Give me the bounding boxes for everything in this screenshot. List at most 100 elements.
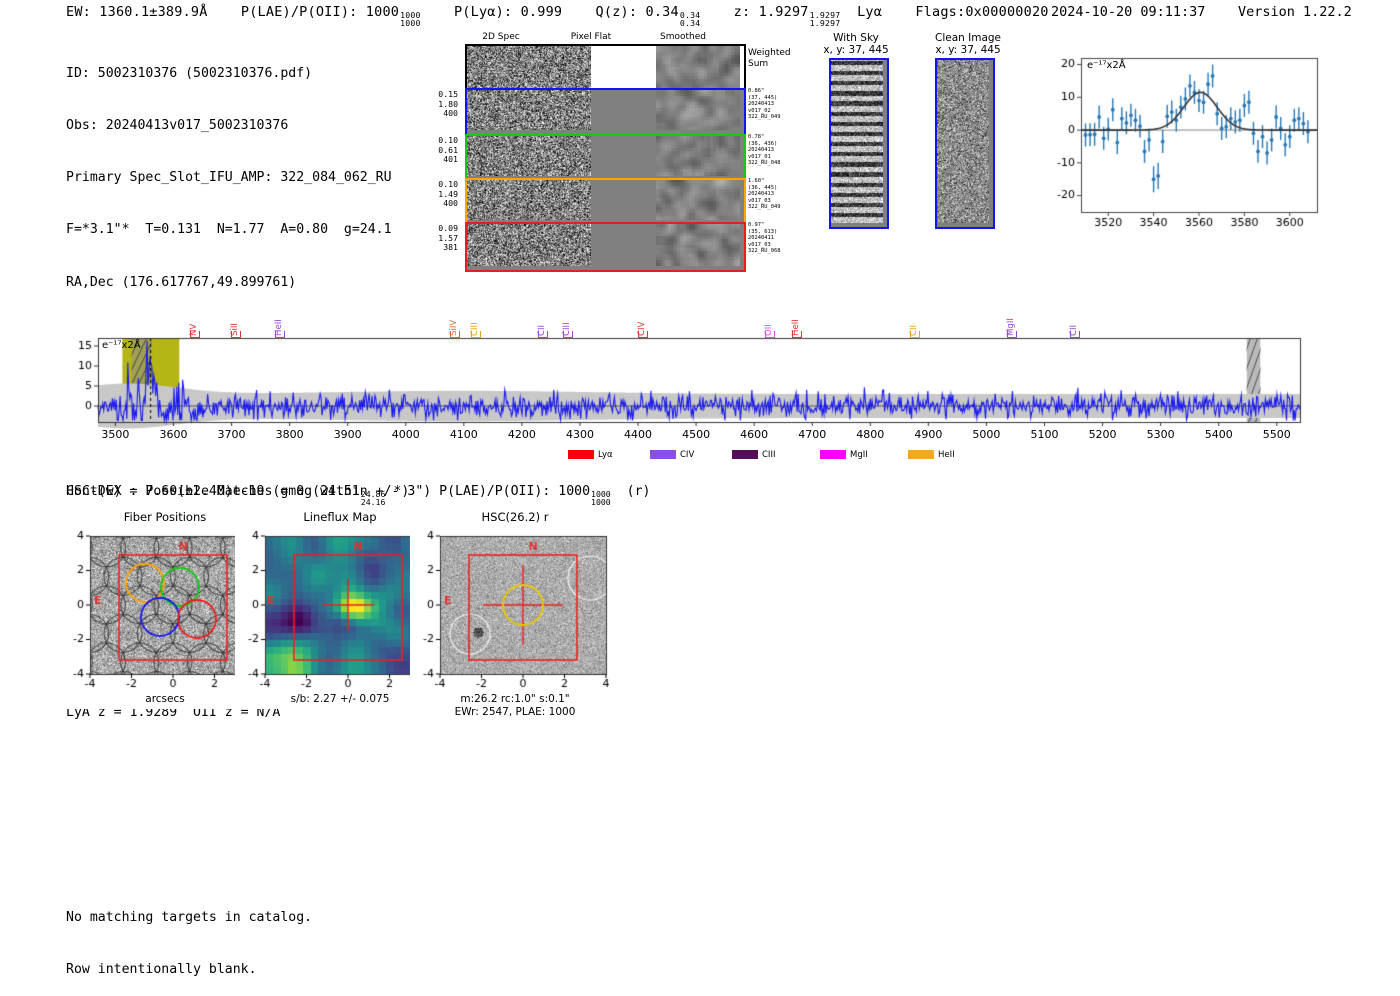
footer-line-1: No matching targets in catalog. xyxy=(66,909,313,925)
hsc-summary-den: 1000 xyxy=(591,497,611,508)
header-summary-line: EW: 1360.1±389.9Å P(LAE)/P(OII): 1000 100… xyxy=(66,4,1049,28)
fiber-row-1-left-stats: 0.10 0.61 401 xyxy=(424,135,458,165)
spectrum-units-annotation: e⁻¹⁷x2Å xyxy=(102,340,141,351)
weighted-sum-strip xyxy=(465,44,746,96)
spectrum-xtick-4100: 4100 xyxy=(449,428,478,441)
fiber-row-2-meta: 1.60" (36, 445) 20240413 v017_03 322_RU_049 xyxy=(748,178,800,211)
emission-line-bracket-2 xyxy=(274,331,285,338)
fiber-row-3-stat-2: 381 xyxy=(443,242,458,253)
header-plya: P(Lyα): 0.999 xyxy=(453,4,563,20)
hsc-dex-summary: HSC-DEX : Possible Matches = 0 (within +… xyxy=(66,484,650,507)
hsc-summary-pre: HSC-DEX : Possible Matches = 0 (within +… xyxy=(66,484,591,499)
header-flags: Flags:0x00000020 xyxy=(915,4,1049,20)
fiber-row-0-meta: 0.86" (37, 445) 20240413 v017_02 322_RU_049 xyxy=(748,88,800,121)
hsc-r-caption2: EWr: 2547, PLAE: 1000 xyxy=(454,706,576,718)
spectrum-xtick-4300: 4300 xyxy=(565,428,594,441)
lineflux-map-caption: s/b: 2.27 +/- 0.075 xyxy=(290,693,390,705)
info-cont-w-post: *) xyxy=(393,483,410,499)
cutout-images: With Sky x, y: 37, 445 Clean Image x, y:… xyxy=(810,30,1025,260)
legend-swatch-Lyα xyxy=(568,450,594,459)
legend-swatch-CIII xyxy=(732,450,758,459)
hsc-summary-post: (r) xyxy=(626,484,651,499)
fiber-row-1-meta-1: (36, 436) xyxy=(748,140,778,147)
header-z-num: 1.9297 xyxy=(809,10,841,21)
spectrum-xtick-5100: 5100 xyxy=(1030,428,1059,441)
cutout-with-sky xyxy=(829,58,889,229)
fiber-row-0-meta-0: 0.86" xyxy=(748,88,765,94)
fiber-row-2-meta-4: 322_RU_049 xyxy=(748,204,781,211)
fiber-row-3-meta-3: v017_03 xyxy=(748,241,771,248)
spectrum-xtick-4900: 4900 xyxy=(914,428,943,441)
legend-label-Lyα: Lyα xyxy=(598,450,613,460)
fiber-row-3-meta-0: 0.97" xyxy=(748,222,765,228)
header-timestamp-version: 2024-10-20 09:11:37 Version 1.22.2 xyxy=(1051,4,1352,20)
header-plae-label: P(LAE)/P(OII): 1000 xyxy=(240,4,400,20)
spectrum-xtick-4500: 4500 xyxy=(682,428,711,441)
fiber-row-1-stat-0: 0.10 xyxy=(438,135,458,145)
fiber-row-0-meta-4: 322_RU_049 xyxy=(748,114,781,121)
fiber-row-1-stat-1: 0.61 xyxy=(438,144,458,155)
header-plae-num: 1000 xyxy=(400,10,421,21)
legend-label-CIV: CIV xyxy=(680,450,695,460)
emission-line-bracket-4 xyxy=(470,331,481,338)
header-plae-den: 1000 xyxy=(400,18,421,29)
info-cont-w-den: 24.16 xyxy=(360,496,386,507)
info-radec: RA,Dec (176.617767,49.899761) xyxy=(66,274,297,290)
info-obs: Obs: 20240413v017_5002310376 xyxy=(66,118,289,134)
info-cont-w: Cont(w) = 7.60(±2.40)e-19 (gmag 24.51 24.… xyxy=(66,483,409,507)
header-ew: EW: 1360.1±389.9Å xyxy=(66,4,208,20)
emission-line-bracket-10 xyxy=(909,331,920,338)
spectrum-xtick-5400: 5400 xyxy=(1204,428,1233,441)
info-params: F=*3.1"* T=0.131 N=1.77 A=0.80 g=24.1 xyxy=(66,222,392,238)
header-z-type: Lyα xyxy=(857,4,883,20)
header-z-label: z: 1.9297 xyxy=(733,4,809,20)
fiber-row-2 xyxy=(465,178,746,226)
fiber-row-0-stat-1: 1.80 xyxy=(438,98,458,109)
emission-line-bracket-8 xyxy=(764,331,775,338)
legend-label-CIII: CIII xyxy=(762,450,776,460)
fiber-row-3-meta-1: (35, 613) xyxy=(748,228,778,235)
fiber-row-3-meta-4: 322_RU_068 xyxy=(748,248,781,255)
fiber-row-0-left-stats: 0.15 1.80 400 xyxy=(424,89,458,119)
panel-title-2d-spec: 2D Spec xyxy=(482,32,520,42)
cutout-0-label: With Sky x, y: 37, 445 xyxy=(823,32,889,56)
fiber-row-0-meta-2: 20240413 xyxy=(748,101,774,108)
emission-line-bracket-7 xyxy=(638,331,649,338)
fiber-row-2-meta-0: 1.60" xyxy=(748,178,765,184)
hsc-summary-num: 1000 xyxy=(591,489,611,500)
spectrum-xtick-3900: 3900 xyxy=(333,428,362,441)
fiber-row-2-meta-1: (36, 445) xyxy=(748,184,778,191)
lineflux-map-title: Lineflux Map xyxy=(303,510,377,524)
weighted-sum-label: Weighted Sum xyxy=(748,48,791,69)
fiber-row-2-stat-2: 400 xyxy=(443,198,458,209)
fiber-row-3-meta: 0.97" (35, 613) 20240411 v017_03 322_RU_068 xyxy=(748,222,800,255)
spectrum-xtick-4000: 4000 xyxy=(391,428,420,441)
spectrum-xtick-5500: 5500 xyxy=(1262,428,1291,441)
twod-spec-panel: 2D Spec Pixel Flat Smoothed Weighted Sum… xyxy=(420,30,791,272)
fiber-row-1-meta-0: 0.78" xyxy=(748,134,765,140)
header-timestamp: 2024-10-20 09:11:37 xyxy=(1051,4,1206,20)
spectrum-xtick-3600: 3600 xyxy=(159,428,188,441)
fiber-row-1-meta-3: v017_01 xyxy=(748,153,771,160)
fiber-row-0-meta-1: (37, 445) xyxy=(748,94,778,101)
emission-line-bracket-11 xyxy=(1007,331,1018,338)
spectrum-xtick-5000: 5000 xyxy=(972,428,1001,441)
spectrum-xtick-4800: 4800 xyxy=(856,428,885,441)
fiber-row-1-meta-2: 20240413 xyxy=(748,147,774,154)
fiber-row-3-stat-1: 1.57 xyxy=(438,232,458,243)
header-qz-den: 0.34 xyxy=(679,18,701,29)
fiber-row-1-meta: 0.78" (36, 436) 20240413 v017_01 322_RU_048 xyxy=(748,134,800,167)
header-qz-label: Q(z): 0.34 xyxy=(595,4,679,20)
fiber-row-2-stat-1: 1.49 xyxy=(438,188,458,199)
panel-title-smoothed: Smoothed xyxy=(660,32,706,42)
fiber-row-2-stat-0: 0.10 xyxy=(438,179,458,189)
fiber-row-0-meta-3: v017_02 xyxy=(748,107,771,114)
info-cont-w-num: 24.86 xyxy=(360,488,386,499)
fiber-row-2-meta-2: 20240413 xyxy=(748,191,774,198)
linefit-units-annotation: e⁻¹⁷x2Å xyxy=(1087,60,1126,71)
spectrum-xtick-3500: 3500 xyxy=(101,428,130,441)
footer-note: No matching targets in catalog. Row inte… xyxy=(66,874,312,996)
hsc-r-title: HSC(26.2) r xyxy=(481,510,549,524)
spectrum-xtick-5300: 5300 xyxy=(1146,428,1175,441)
fiber-row-1 xyxy=(465,134,746,182)
